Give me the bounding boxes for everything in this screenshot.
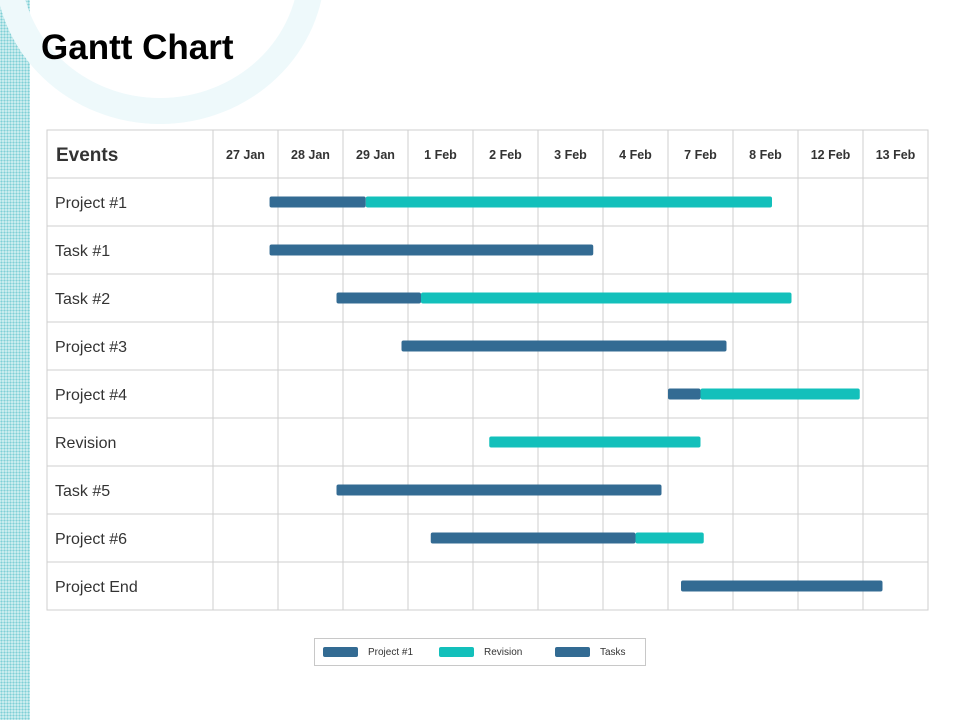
legend-item-revision: Revision — [439, 639, 522, 665]
row-label: Project #6 — [55, 531, 127, 548]
column-header: 1 Feb — [424, 148, 457, 162]
gantt-bar-revision — [421, 292, 792, 304]
column-header: 2 Feb — [489, 148, 522, 162]
gantt-bar-tasks — [336, 484, 662, 496]
gantt-bar-project-1 — [668, 388, 701, 400]
gantt-bar-revision — [700, 388, 860, 400]
row-label: Task #1 — [55, 243, 110, 260]
row-label: Task #2 — [55, 291, 110, 308]
row-label: Project #1 — [55, 195, 127, 212]
legend-item-project: Project #1 — [323, 639, 413, 665]
page-title: Gantt Chart — [41, 28, 234, 67]
gantt-bar-revision — [365, 196, 772, 208]
legend-item-tasks: Tasks — [555, 639, 626, 665]
events-header: Events — [56, 145, 118, 166]
gantt-bar-tasks — [681, 580, 883, 592]
legend-swatch-revision — [439, 647, 474, 657]
column-header: 28 Jan — [291, 148, 330, 162]
legend-label-revision: Revision — [484, 646, 523, 658]
legend-swatch-tasks — [555, 647, 590, 657]
column-header: 4 Feb — [619, 148, 652, 162]
gantt-bar-revision — [489, 436, 701, 448]
column-header: 3 Feb — [554, 148, 587, 162]
decorative-dotted-strip — [0, 0, 30, 720]
gantt-bar-project-1 — [336, 292, 421, 304]
gantt-bar-tasks — [269, 244, 594, 256]
legend-label-tasks: Tasks — [600, 646, 626, 658]
gantt-bar-revision — [635, 532, 704, 544]
column-header: 7 Feb — [684, 148, 717, 162]
row-label: Project #3 — [55, 339, 127, 356]
legend-swatch-project — [323, 647, 358, 657]
column-header: 8 Feb — [749, 148, 782, 162]
column-header: 12 Feb — [811, 148, 851, 162]
gantt-bar-project-1 — [430, 532, 636, 544]
gantt-bar-project-1 — [269, 196, 366, 208]
row-label: Revision — [55, 435, 116, 452]
column-header: 29 Jan — [356, 148, 395, 162]
row-label: Task #5 — [55, 483, 110, 500]
row-label: Project #4 — [55, 387, 127, 404]
column-header: 27 Jan — [226, 148, 265, 162]
legend-label-project: Project #1 — [368, 646, 414, 658]
chart-legend: Project #1 Revision Tasks — [314, 638, 646, 666]
column-header: 13 Feb — [876, 148, 916, 162]
gantt-bar-tasks — [401, 340, 727, 352]
row-label: Project End — [55, 579, 138, 596]
